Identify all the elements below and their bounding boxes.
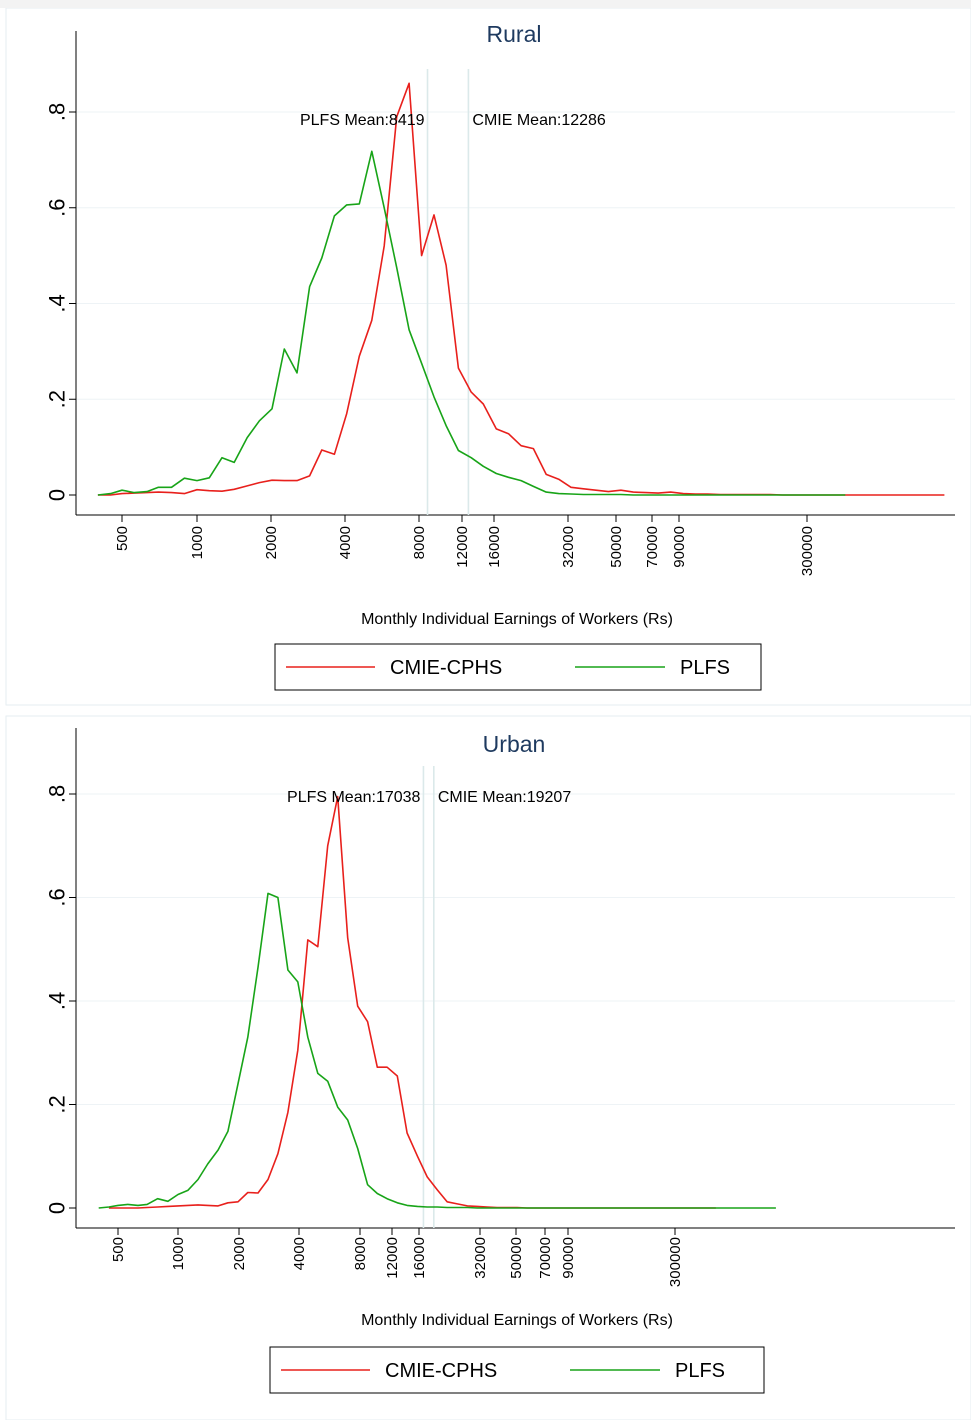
figure-header-strip — [0, 0, 971, 8]
x-tick-label: 90000 — [671, 526, 688, 568]
chart-svg: Rural 0 .2 .4 .6 .8 500 1000 2000 4000 8000 12000 16… — [5, 7, 971, 706]
x-tick-label: 16000 — [486, 526, 503, 568]
x-tick-label: 4000 — [291, 1237, 308, 1270]
plfs-mean-label: PLFS Mean:17038 — [287, 789, 421, 806]
x-tick-label: 90000 — [560, 1237, 577, 1279]
x-tick-label: 16000 — [411, 1237, 428, 1279]
x-tick-label: 12000 — [454, 526, 471, 568]
x-tick-label: 1000 — [189, 526, 206, 559]
cmie-mean-label: CMIE Mean:19207 — [438, 789, 572, 806]
x-tick-label: 8000 — [352, 1237, 369, 1270]
x-tick-label: 500 — [110, 1237, 127, 1262]
x-tick-label: 2000 — [263, 526, 280, 559]
y-tick-label: .6 — [45, 888, 70, 906]
chart-background — [5, 715, 971, 1421]
plfs-mean-label: PLFS Mean:8419 — [300, 112, 425, 129]
y-tick-label: .8 — [45, 785, 70, 803]
y-tick-label: 0 — [45, 1202, 70, 1214]
legend-label-cmie: CMIE-CPHS — [390, 657, 502, 679]
x-tick-label: 4000 — [337, 526, 354, 559]
y-tick-label: .4 — [45, 294, 70, 312]
x-tick-label: 300000 — [667, 1237, 684, 1287]
x-tick-label: 500 — [114, 526, 131, 551]
y-tick-label: .4 — [45, 992, 70, 1010]
chart-title: Urban — [483, 731, 546, 757]
chart-title: Rural — [487, 21, 542, 47]
legend-label-plfs: PLFS — [680, 657, 730, 679]
chart-background — [5, 7, 971, 706]
series-line-plfs — [97, 150, 846, 496]
series-line-plfs — [98, 892, 776, 1209]
y-tick-label: 0 — [45, 489, 70, 501]
y-tick-label: .8 — [45, 103, 70, 121]
x-axis-label: Monthly Individual Earnings of Workers (… — [361, 611, 673, 628]
y-tick-label: .6 — [45, 199, 70, 217]
x-tick-label: 50000 — [608, 526, 625, 568]
y-tick-label: .2 — [45, 390, 70, 408]
y-tick-label: .2 — [45, 1095, 70, 1113]
x-tick-label: 8000 — [411, 526, 428, 559]
x-tick-label: 300000 — [799, 526, 816, 576]
x-tick-label: 70000 — [644, 526, 661, 568]
x-axis-label: Monthly Individual Earnings of Workers (… — [361, 1312, 673, 1329]
cmie-mean-label: CMIE Mean:12286 — [472, 112, 606, 129]
x-tick-label: 32000 — [560, 526, 577, 568]
x-tick-label: 12000 — [384, 1237, 401, 1279]
chart-svg: Urban 0 .2 .4 .6 .8 500 1000 2000 4000 8000 12000 16… — [5, 715, 971, 1421]
x-tick-label: 1000 — [170, 1237, 187, 1270]
legend-label-plfs: PLFS — [675, 1360, 725, 1382]
urban-panel: Urban 0 .2 .4 .6 .8 500 1000 2000 4000 8000 12000 16… — [0, 710, 971, 1421]
rural-panel: Rural 0 .2 .4 .6 .8 500 1000 2000 4000 8000 12000 16… — [0, 7, 971, 710]
x-tick-label: 32000 — [472, 1237, 489, 1279]
x-tick-label: 2000 — [231, 1237, 248, 1270]
x-tick-label: 50000 — [508, 1237, 525, 1279]
legend-label-cmie: CMIE-CPHS — [385, 1360, 497, 1382]
x-tick-label: 70000 — [537, 1237, 554, 1279]
